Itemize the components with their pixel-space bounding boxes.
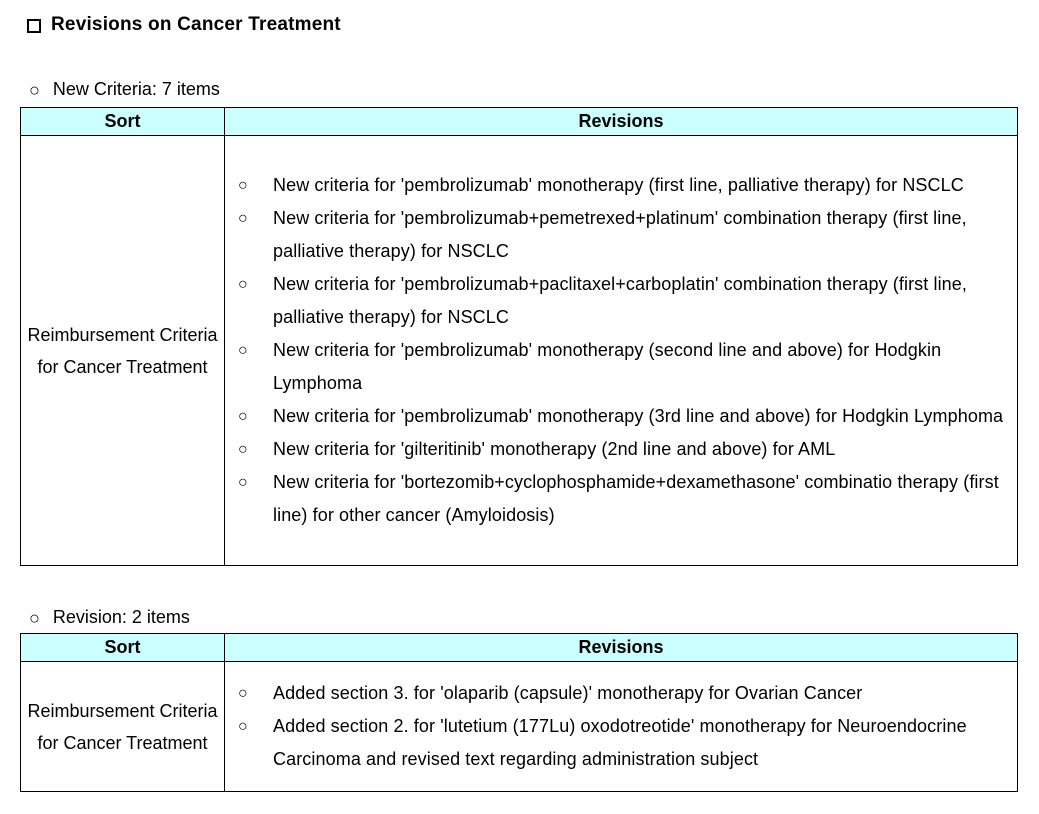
circle-bullet-icon: ○ [238, 276, 248, 293]
revision-item-text: New criteria for 'pembrolizumab+pemetrex… [273, 208, 967, 261]
revision-item-text: Added section 3. for 'olaparib (capsule)… [273, 683, 863, 703]
revision-item: ○ New criteria for 'pembrolizumab+paclit… [225, 268, 1017, 334]
revision-item: ○ New criteria for 'pembrolizumab+pemetr… [225, 202, 1017, 268]
circle-bullet-icon: ○ [238, 718, 248, 735]
revision-item: ○ New criteria for 'bortezomib+cyclophos… [225, 466, 1017, 532]
sort-cell: Reimbursement Criteria for Cancer Treatm… [20, 661, 225, 792]
section-heading-new-criteria: ○ New Criteria: 7 items [29, 79, 220, 100]
revision-item-text: New criteria for 'pembrolizumab' monothe… [273, 175, 964, 195]
column-header-sort: Sort [20, 633, 225, 662]
revision-item-text: New criteria for 'gilteritinib' monother… [273, 439, 836, 459]
revision-item-text: New criteria for 'pembrolizumab' monothe… [273, 406, 1004, 426]
revision-item: ○ New criteria for 'pembrolizumab' monot… [225, 334, 1017, 400]
revision-item-text: New criteria for 'pembrolizumab+paclitax… [273, 274, 967, 327]
table-row: Reimbursement Criteria for Cancer Treatm… [20, 135, 1018, 566]
revision-item: ○ Added section 3. for 'olaparib (capsul… [225, 677, 1017, 710]
section-heading-text: Revision: 2 items [52, 607, 190, 627]
column-header-revisions: Revisions [224, 633, 1018, 662]
circle-bullet-icon: ○ [238, 474, 248, 491]
revision-table: Sort Revisions Reimbursement Criteria fo… [20, 633, 1018, 792]
revision-item-text: Added section 2. for 'lutetium (177Lu) o… [273, 716, 967, 769]
table-header-row: Sort Revisions [20, 107, 1018, 136]
revision-item: ○ New criteria for 'gilteritinib' monoth… [225, 433, 1017, 466]
new-criteria-table: Sort Revisions Reimbursement Criteria fo… [20, 107, 1018, 566]
revision-item-text: New criteria for 'pembrolizumab' monothe… [273, 340, 942, 393]
square-bullet-icon [27, 18, 41, 33]
revision-item-text: New criteria for 'bortezomib+cyclophosph… [273, 472, 999, 525]
circle-bullet-icon: ○ [238, 210, 248, 227]
document-title: Revisions on Cancer Treatment [27, 14, 341, 36]
circle-bullet-icon: ○ [238, 177, 248, 194]
column-header-sort: Sort [20, 107, 225, 136]
circle-bullet-icon: ○ [29, 79, 40, 100]
section-heading-text: New Criteria: 7 items [52, 79, 220, 99]
circle-bullet-icon: ○ [238, 441, 248, 458]
circle-bullet-icon: ○ [29, 607, 40, 628]
column-header-revisions: Revisions [224, 107, 1018, 136]
circle-bullet-icon: ○ [238, 342, 248, 359]
revision-item: ○ Added section 2. for 'lutetium (177Lu)… [225, 710, 1017, 776]
revisions-cell: ○ Added section 3. for 'olaparib (capsul… [224, 661, 1018, 792]
sort-cell: Reimbursement Criteria for Cancer Treatm… [20, 135, 225, 566]
circle-bullet-icon: ○ [238, 408, 248, 425]
revisions-cell: ○ New criteria for 'pembrolizumab' monot… [224, 135, 1018, 566]
revision-item: ○ New criteria for 'pembrolizumab' monot… [225, 169, 1017, 202]
table-header-row: Sort Revisions [20, 633, 1018, 662]
section-heading-revision: ○ Revision: 2 items [29, 607, 190, 628]
document-title-text: Revisions on Cancer Treatment [51, 14, 341, 35]
revision-item: ○ New criteria for 'pembrolizumab' monot… [225, 400, 1017, 433]
circle-bullet-icon: ○ [238, 685, 248, 702]
table-row: Reimbursement Criteria for Cancer Treatm… [20, 661, 1018, 792]
